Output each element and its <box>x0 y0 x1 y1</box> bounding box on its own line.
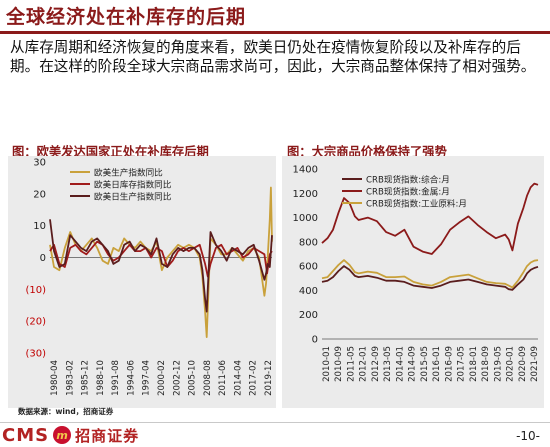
logo-emblem-icon: m <box>53 426 72 444</box>
inventory-x-tick-label: 2005-10 <box>188 360 198 396</box>
inventory-x-tick-label: 1983-02 <box>65 360 75 396</box>
commodity-x-tick-label: 2019-05 <box>493 346 503 382</box>
commodity-x-tick-label: 2017-05 <box>457 346 467 382</box>
commodity-y-tick-label: 800 <box>299 237 318 248</box>
commodity-x-tick-label: 2021-09 <box>530 346 540 382</box>
inventory-x-tick-label: 2002-12 <box>172 360 182 396</box>
commodity-x-tick-label: 2014-09 <box>408 346 418 382</box>
inventory-legend-label-1: 欧美生产指数同比 <box>94 167 163 179</box>
commodity-legend-label-1: CRB现货指数:综合:月 <box>366 174 450 186</box>
chart-title-inventory: 图：欧美发达国家正处在补库存后期 <box>12 145 209 159</box>
commodity-y-tick-label: 200 <box>299 310 318 321</box>
inventory-x-tick-label: 2008-08 <box>203 360 213 396</box>
commodity-x-tick-label: 2015-05 <box>420 346 430 382</box>
commodity-chart-panel: 1400 1200 1000 800 600 400 200 0 2010-01 2010-09 2… <box>282 156 544 408</box>
logo-chinese-text: 招商证券 <box>75 426 140 445</box>
commodity-y-tick-label: 1000 <box>293 213 318 224</box>
company-logo: CMS m 招商证券 <box>2 424 139 446</box>
commodity-x-tick-label: 2012-09 <box>371 346 381 382</box>
chart-title-commodity: 图：大宗商品价格保持了强势 <box>287 145 447 159</box>
commodity-x-tick-label: 2012-01 <box>359 346 369 382</box>
commodity-x-tick-label: 2016-09 <box>444 346 454 382</box>
commodity-legend-label-3: CRB现货指数:工业原料:月 <box>366 198 467 210</box>
commodity-x-tick-label: 2010-01 <box>322 346 332 382</box>
inventory-x-tick-label: 2000-02 <box>157 360 167 396</box>
logo-cms-text: CMS <box>2 424 50 446</box>
commodity-y-tick-label: 1400 <box>293 165 318 176</box>
commodity-legend-label-2: CRB现货指数:金属:月 <box>366 186 450 198</box>
inventory-y-tick-label: (10) <box>25 285 46 296</box>
inventory-series-line-1 <box>49 186 273 338</box>
commodity-x-tick-label: 2018-09 <box>481 346 491 382</box>
commodity-y-tick-label: 0 <box>312 335 318 346</box>
inventory-legend-label-2: 欧美日库存指数同比 <box>94 179 172 191</box>
inventory-chart-panel: 30 20 10 0 (10) (20) (30) 1980-04 1983-02 1985-12… <box>8 156 276 408</box>
inventory-x-tick-label: 2014-04 <box>233 360 243 396</box>
commodity-x-tick-label: 2014-01 <box>395 346 405 382</box>
inventory-x-tick-label: 1994-06 <box>126 360 136 396</box>
commodity-x-tick-label: 2018-01 <box>469 346 479 382</box>
inventory-chart: 30 20 10 0 (10) (20) (30) 1980-04 1983-02 1985-12… <box>25 158 274 396</box>
inventory-y-tick-label: 0 <box>40 253 46 264</box>
commodity-x-tick-label: 2020-01 <box>506 346 516 382</box>
inventory-x-tick-label: 2011-06 <box>218 360 228 396</box>
commodity-x-tick-label: 2016-01 <box>432 346 442 382</box>
inventory-x-tick-label: 1991-08 <box>111 360 121 396</box>
page-number: -10- <box>516 429 540 443</box>
commodity-x-tick-label: 2013-05 <box>383 346 393 382</box>
title-divider <box>0 31 550 34</box>
page-title: 全球经济处在补库存的后期 <box>6 6 247 28</box>
inventory-x-tick-label: 2019-12 <box>264 360 274 396</box>
commodity-x-tick-label: 2010-09 <box>334 346 344 382</box>
inventory-x-tick-label: 1988-10 <box>96 360 106 396</box>
inventory-x-tick-label: 1985-12 <box>81 360 91 396</box>
commodity-y-tick-label: 400 <box>299 286 318 297</box>
inventory-legend-label-3: 欧美日生产指数同比 <box>94 191 172 203</box>
footer-divider <box>0 422 550 423</box>
commodity-y-tick-label: 1200 <box>293 189 318 200</box>
commodity-x-tick-label: 2011-05 <box>346 346 356 382</box>
commodity-series-line-1 <box>321 265 539 291</box>
commodity-y-tick-label: 600 <box>299 262 318 273</box>
inventory-y-tick-label: (30) <box>25 349 46 360</box>
inventory-y-tick-label: 20 <box>33 189 46 200</box>
inventory-y-tick-label: 10 <box>33 221 46 232</box>
commodity-series-line-3 <box>321 259 539 289</box>
inventory-series-line-3 <box>49 219 273 313</box>
summary-paragraph: 从库存周期和经济恢复的角度来看，欧美日仍处在疫情恢复阶段以及补库存的后期。在这样… <box>10 39 536 75</box>
commodity-series-line-2 <box>321 182 539 255</box>
inventory-x-tick-label: 2017-02 <box>249 360 259 396</box>
commodity-x-tick-label: 2020-09 <box>518 346 528 382</box>
data-source-note: 数据来源：wind，招商证券 <box>18 407 114 416</box>
inventory-y-tick-label: 30 <box>33 158 46 169</box>
inventory-x-tick-label: 1997-04 <box>142 360 152 396</box>
inventory-y-tick-label: (20) <box>25 317 46 328</box>
inventory-x-tick-label: 1980-04 <box>50 360 60 396</box>
